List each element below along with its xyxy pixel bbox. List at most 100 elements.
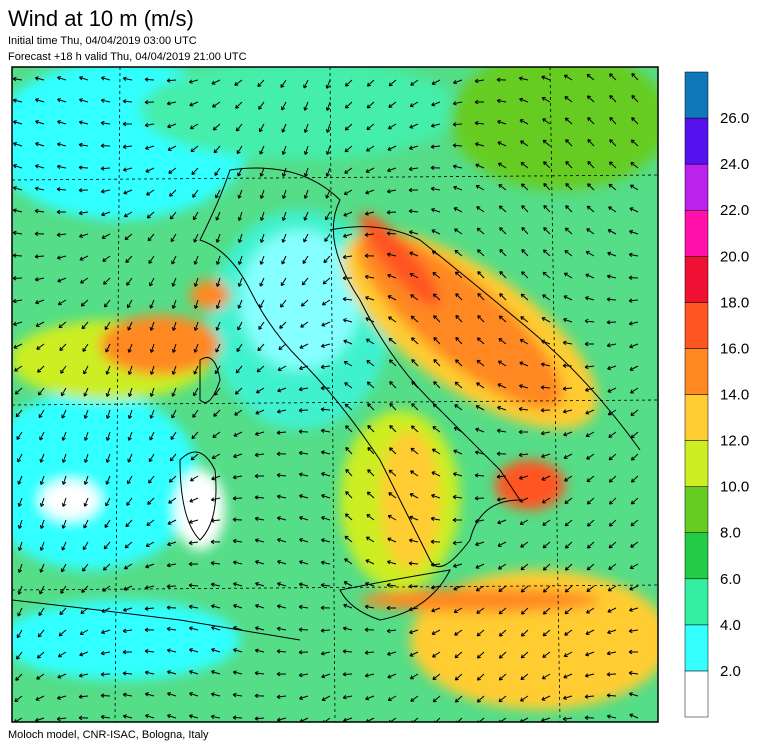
wind-arrow xyxy=(105,453,111,463)
wind-arrow xyxy=(210,497,221,502)
wind-arrow xyxy=(123,211,133,218)
wind-arrow xyxy=(61,541,67,551)
wind-arrow xyxy=(105,343,111,353)
wind-arrow xyxy=(366,123,375,131)
wind-arrow xyxy=(144,670,155,675)
wind-arrow xyxy=(607,629,617,635)
wind-arrow xyxy=(476,382,485,389)
wind-arrow xyxy=(497,119,507,125)
wind-arrow xyxy=(281,167,287,177)
wind-arrow xyxy=(432,673,441,681)
wind-arrow xyxy=(210,692,221,697)
wind-arrow xyxy=(562,340,573,346)
wind-arrow xyxy=(565,139,573,147)
wind-arrow xyxy=(56,142,67,147)
wind-arrow xyxy=(476,227,485,235)
wind-arrow xyxy=(276,649,287,654)
wind-arrow xyxy=(497,383,507,389)
colorbar-swatch xyxy=(684,163,709,211)
wind-arrow xyxy=(389,402,397,411)
wind-arrow xyxy=(122,121,133,127)
wind-arrow xyxy=(630,139,639,147)
wind-arrow xyxy=(477,249,485,257)
colorbar-label: 10.0 xyxy=(720,479,749,496)
wind-arrow xyxy=(298,408,309,413)
wind-arrow xyxy=(320,582,331,588)
wind-arrow xyxy=(124,233,133,241)
wind-arrow xyxy=(629,229,639,235)
wind-arrow xyxy=(83,365,89,375)
wind-arrow xyxy=(477,292,485,301)
wind-arrow xyxy=(519,119,529,125)
wind-arrow xyxy=(606,320,617,325)
wind-arrow xyxy=(237,167,243,177)
wind-arrow xyxy=(78,694,89,699)
colorbar-swatch xyxy=(684,624,709,672)
wind-arrow xyxy=(342,649,353,654)
wind-arrow xyxy=(12,230,23,236)
wind-arrow xyxy=(281,145,287,155)
wind-arrow xyxy=(236,343,243,352)
wind-arrow xyxy=(193,299,199,309)
wind-arrow xyxy=(322,277,331,285)
wind-arrow xyxy=(210,561,221,566)
wind-arrow xyxy=(210,604,221,609)
wind-arrow xyxy=(410,695,419,702)
wind-arrow xyxy=(35,98,45,103)
wind-arrow xyxy=(325,79,331,89)
wind-arrow xyxy=(105,497,111,507)
wind-arrow xyxy=(498,585,507,593)
wind-arrow xyxy=(233,431,243,437)
wind-arrow xyxy=(518,429,529,435)
wind-arrow xyxy=(144,627,155,633)
wind-arrow xyxy=(56,695,67,700)
wind-arrow xyxy=(122,628,133,634)
wind-arrow xyxy=(540,431,551,436)
wind-arrow xyxy=(299,537,309,543)
wind-arrow xyxy=(541,695,551,701)
wind-arrow xyxy=(432,425,441,433)
wind-arrow xyxy=(565,182,573,191)
wind-arrow xyxy=(410,425,419,433)
wind-arrow xyxy=(232,715,243,720)
wind-arrow xyxy=(364,627,375,632)
wind-arrow xyxy=(235,365,243,374)
wind-arrow xyxy=(193,365,199,375)
wind-arrow xyxy=(584,387,595,392)
wind-arrow xyxy=(215,211,221,221)
wind-arrow xyxy=(367,446,375,455)
wind-arrow xyxy=(149,365,155,375)
wind-arrow xyxy=(34,164,45,169)
wind-arrow xyxy=(497,141,507,147)
wind-arrow xyxy=(212,123,221,131)
wind-arrow xyxy=(321,515,331,521)
wind-arrow xyxy=(608,183,617,191)
wind-arrow xyxy=(100,98,111,103)
wind-arrow xyxy=(518,76,529,81)
wind-arrow xyxy=(521,249,529,257)
wind-arrow xyxy=(364,253,375,259)
wind-arrow xyxy=(17,563,23,573)
wind-arrow xyxy=(127,343,133,353)
wind-arrow xyxy=(452,494,463,500)
wind-arrow xyxy=(475,427,485,433)
wind-arrow xyxy=(497,360,507,367)
wind-arrow xyxy=(144,606,155,611)
wind-arrow xyxy=(386,252,397,257)
wind-arrow xyxy=(409,629,419,635)
wind-arrow xyxy=(388,359,397,367)
wind-arrow xyxy=(343,581,353,587)
wind-arrow xyxy=(366,381,375,389)
initial-time: Initial time Thu, 04/04/2019 03:00 UTC xyxy=(8,35,197,47)
wind-arrow xyxy=(410,294,419,301)
wind-arrow xyxy=(298,386,309,392)
wind-arrow xyxy=(386,189,397,194)
wind-arrow xyxy=(565,160,573,169)
wind-arrow xyxy=(452,472,463,477)
wind-arrow xyxy=(344,382,353,389)
wind-arrow xyxy=(277,559,287,565)
wind-arrow xyxy=(35,321,45,327)
wind-arrow xyxy=(453,449,463,455)
wind-arrow xyxy=(433,336,441,345)
wind-arrow xyxy=(562,409,573,414)
